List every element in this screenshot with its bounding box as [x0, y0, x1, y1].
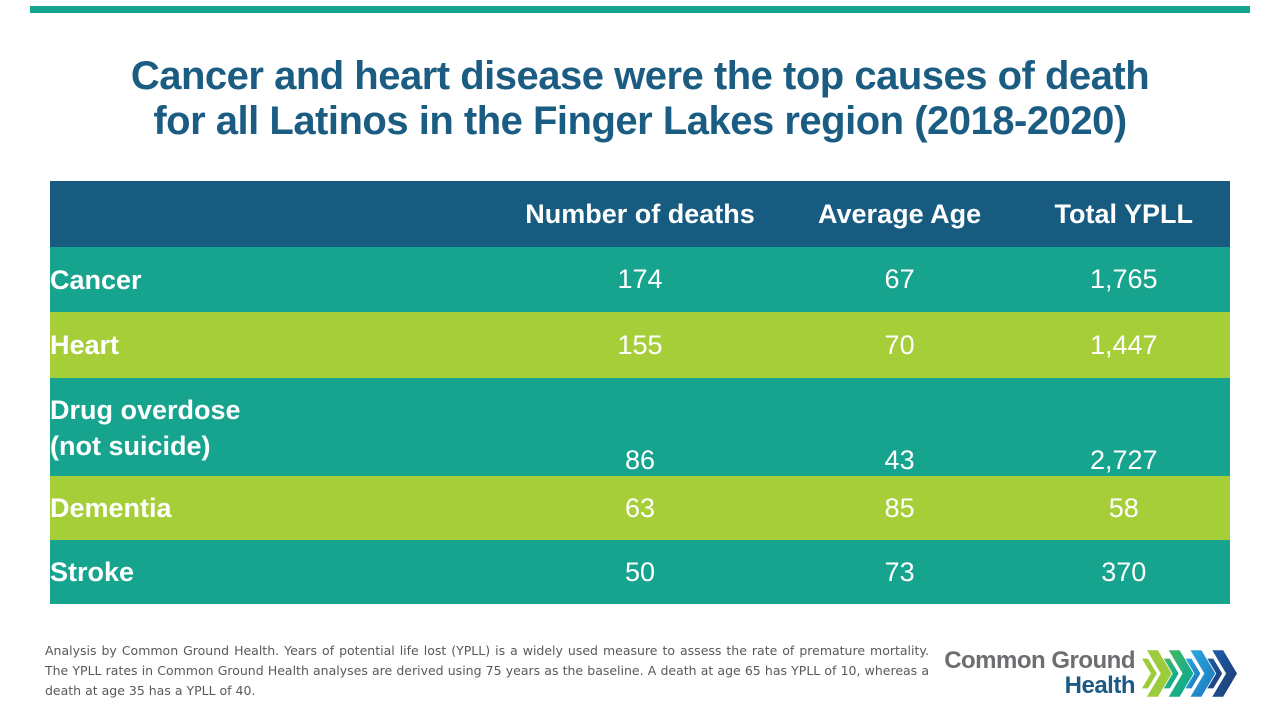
page-title-line1: Cancer and heart disease were the top ca…	[130, 54, 1150, 98]
table-row-drug-overdose: Drug overdose (not suicide) 86 43 2,727	[50, 378, 1230, 476]
table-header-row: Number of deaths Average Age Total YPLL	[50, 181, 1230, 247]
chevron-blue	[1185, 649, 1216, 697]
footnote: Analysis by Common Ground Health. Years …	[45, 643, 929, 698]
common-ground-health-logo: Common Ground Health	[944, 648, 1238, 698]
drug-overdose-label-line1: Drug overdose	[50, 395, 241, 425]
table-row-cancer: Cancer 174 67 1,765	[50, 247, 1230, 312]
table-row-stroke: Stroke 50 73 370	[50, 540, 1230, 604]
heart-age-value: 70	[884, 329, 915, 360]
row-label-cancer: Cancer	[50, 264, 142, 295]
row-label-heart: Heart	[50, 330, 120, 360]
header-number-of-deaths: Number of deaths	[525, 198, 755, 229]
drug-overdose-ypll-value: 2,727	[1090, 445, 1158, 475]
cancer-ypll-value: 1,765	[1090, 264, 1158, 294]
dementia-ypll-value: 58	[1108, 492, 1139, 523]
stroke-ypll-value: 370	[1101, 556, 1147, 587]
table-row-heart: Heart 155 70 1,447	[50, 312, 1230, 378]
logo-text-line2: Health	[1064, 672, 1136, 699]
cancer-age-value: 67	[884, 264, 915, 294]
table-row-dementia: Dementia 63 85 58	[50, 476, 1230, 540]
dementia-deaths-value: 63	[624, 492, 655, 523]
chevron-navy	[1207, 649, 1238, 697]
chevron-green	[1142, 649, 1172, 697]
logo-text: Common Ground Health	[944, 648, 1135, 698]
drug-overdose-label-line2: (not suicide)	[50, 431, 211, 461]
row-label-stroke: Stroke	[50, 557, 135, 587]
deaths-table: Number of deaths Average Age Total YPLL …	[50, 181, 1230, 604]
page-title: Cancer and heart disease were the top ca…	[0, 54, 1280, 144]
logo-text-line1: Common Ground	[944, 647, 1135, 674]
dementia-age-value: 85	[884, 492, 915, 523]
stroke-age-value: 73	[884, 556, 915, 587]
row-label-drug-overdose: Drug overdose (not suicide)	[50, 378, 498, 476]
header-average-age: Average Age	[818, 198, 982, 229]
logo-chevrons-icon	[1142, 649, 1238, 697]
drug-overdose-age-value: 43	[884, 445, 915, 475]
stroke-deaths-value: 50	[624, 556, 655, 587]
header-total-ypll: Total YPLL	[1054, 198, 1194, 229]
cancer-deaths-value: 174	[617, 264, 663, 294]
chevron-teal	[1163, 649, 1194, 697]
heart-ypll-value: 1,447	[1090, 329, 1158, 360]
heart-deaths-value: 155	[617, 329, 663, 360]
page-title-line2: for all Latinos in the Finger Lakes regi…	[153, 99, 1127, 143]
top-accent-bar	[30, 6, 1250, 13]
row-label-dementia: Dementia	[50, 493, 172, 523]
header-cause-column	[50, 181, 498, 247]
drug-overdose-deaths-value: 86	[624, 445, 655, 475]
